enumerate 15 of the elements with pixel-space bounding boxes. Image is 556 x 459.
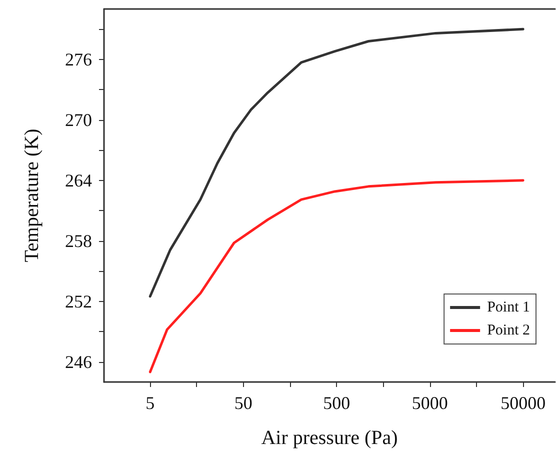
x-tick-label: 50000 <box>500 393 546 413</box>
y-tick-label: 276 <box>65 49 92 70</box>
x-tick-label: 500 <box>323 393 350 413</box>
legend-label: Point 1 <box>487 300 530 316</box>
legend-label: Point 2 <box>487 322 530 338</box>
y-tick-label: 264 <box>65 170 92 190</box>
y-tick-label: 246 <box>65 352 92 372</box>
x-tick-label: 50 <box>234 393 252 413</box>
x-tick-label: 5000 <box>412 393 448 413</box>
y-tick-label: 258 <box>65 230 92 251</box>
x-tick-label: 5 <box>146 393 155 413</box>
x-axis-title: Air pressure (Pa) <box>261 427 398 449</box>
y-tick-label: 270 <box>65 110 92 130</box>
y-axis-title: Temperature (K) <box>21 128 43 262</box>
y-tick-label: 252 <box>65 291 92 312</box>
